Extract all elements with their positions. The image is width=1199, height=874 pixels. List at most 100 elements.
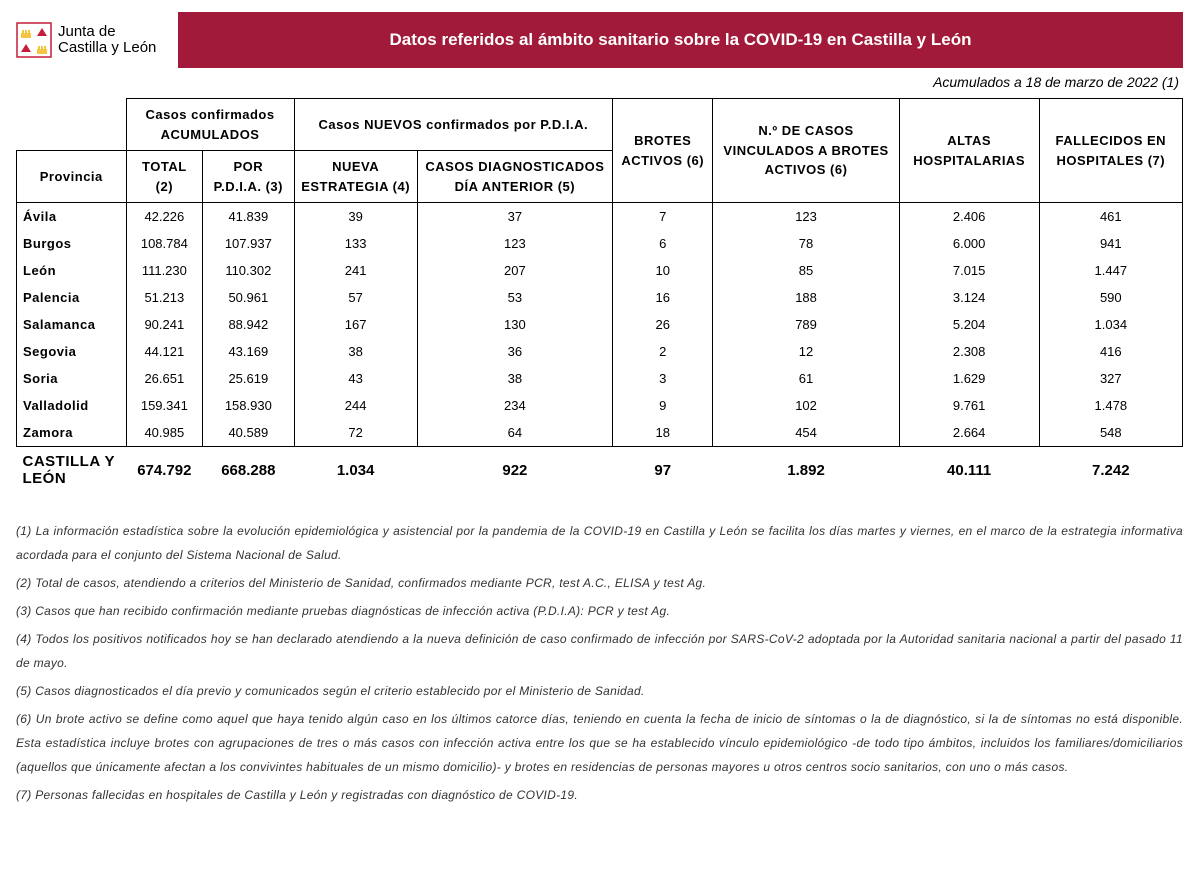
cell-provincia: Ávila [17, 203, 127, 231]
table-row: Valladolid159.341158.93024423491029.7611… [17, 392, 1183, 419]
cell-nueva: 241 [294, 257, 417, 284]
header-group-confirmados: Casos confirmados ACUMULADOS [126, 99, 294, 151]
cell-altas: 2.406 [899, 203, 1039, 231]
cell-nueva: 72 [294, 419, 417, 447]
cell-vinc: 454 [713, 419, 899, 447]
cell-total: 90.241 [126, 311, 203, 338]
cell-provincia: Salamanca [17, 311, 127, 338]
cell-vinc: 12 [713, 338, 899, 365]
header-pdia: POR P.D.I.A. (3) [203, 151, 294, 203]
cell-fall: 461 [1039, 203, 1182, 231]
cell-total-vinc: 1.892 [713, 447, 899, 494]
footnote-line: (1) La información estadística sobre la … [16, 519, 1183, 567]
cell-total: 42.226 [126, 203, 203, 231]
footnote-line: (3) Casos que han recibido confirmación … [16, 599, 1183, 623]
cell-total: 26.651 [126, 365, 203, 392]
total-row: CASTILLA Y LEÓN674.792668.2881.034922971… [17, 447, 1183, 494]
cell-fall: 1.478 [1039, 392, 1182, 419]
cell-pdia: 88.942 [203, 311, 294, 338]
cell-vinc: 102 [713, 392, 899, 419]
table-row: Salamanca90.24188.942167130267895.2041.0… [17, 311, 1183, 338]
table-row: Ávila42.22641.839393771232.406461 [17, 203, 1183, 231]
header-brotes: BROTES ACTIVOS (6) [613, 99, 713, 203]
cell-total-label: CASTILLA Y LEÓN [17, 447, 127, 494]
cell-altas: 6.000 [899, 230, 1039, 257]
logo-line1: Junta de [58, 23, 116, 40]
cell-fall: 416 [1039, 338, 1182, 365]
header-nueva: NUEVA ESTRATEGIA (4) [294, 151, 417, 203]
cell-nueva: 57 [294, 284, 417, 311]
cell-total: 51.213 [126, 284, 203, 311]
crest-icon [16, 22, 52, 58]
cell-diag: 64 [417, 419, 612, 447]
footnote-line: (5) Casos diagnosticados el día previo y… [16, 679, 1183, 703]
cell-total-brotes: 97 [613, 447, 713, 494]
table-row: Palencia51.21350.9615753161883.124590 [17, 284, 1183, 311]
cell-total-diag: 922 [417, 447, 612, 494]
table-row: Segovia44.12143.16938362122.308416 [17, 338, 1183, 365]
cell-provincia: Valladolid [17, 392, 127, 419]
cell-altas: 2.308 [899, 338, 1039, 365]
cell-provincia: Segovia [17, 338, 127, 365]
footnote-line: (4) Todos los positivos notificados hoy … [16, 627, 1183, 675]
cell-brotes: 2 [613, 338, 713, 365]
cell-total: 108.784 [126, 230, 203, 257]
cell-diag: 37 [417, 203, 612, 231]
header-diag: CASOS DIAGNOSTICADOS DÍA ANTERIOR (5) [417, 151, 612, 203]
logo-text: Junta de Castilla y León [58, 24, 156, 57]
footnote-line: (2) Total de casos, atendiendo a criteri… [16, 571, 1183, 595]
cell-brotes: 18 [613, 419, 713, 447]
footnotes: (1) La información estadística sobre la … [16, 519, 1183, 807]
cell-brotes: 16 [613, 284, 713, 311]
cell-total: 40.985 [126, 419, 203, 447]
header-group-nuevos: Casos NUEVOS confirmados por P.D.I.A. [294, 99, 613, 151]
cell-brotes: 9 [613, 392, 713, 419]
cell-brotes: 3 [613, 365, 713, 392]
cell-vinc: 78 [713, 230, 899, 257]
cell-vinc: 789 [713, 311, 899, 338]
title-banner: Datos referidos al ámbito sanitario sobr… [178, 12, 1183, 68]
cell-total: 111.230 [126, 257, 203, 284]
cell-total-total: 674.792 [126, 447, 203, 494]
cell-fall: 941 [1039, 230, 1182, 257]
table-row: Burgos108.784107.9371331236786.000941 [17, 230, 1183, 257]
cell-fall: 327 [1039, 365, 1182, 392]
cell-brotes: 6 [613, 230, 713, 257]
cell-diag: 38 [417, 365, 612, 392]
cell-pdia: 158.930 [203, 392, 294, 419]
cell-pdia: 50.961 [203, 284, 294, 311]
cell-pdia: 40.589 [203, 419, 294, 447]
footnote-line: (7) Personas fallecidas en hospitales de… [16, 783, 1183, 807]
logo-block: Junta de Castilla y León [16, 22, 166, 58]
cell-pdia: 41.839 [203, 203, 294, 231]
cell-nueva: 38 [294, 338, 417, 365]
cell-altas: 5.204 [899, 311, 1039, 338]
cell-fall: 548 [1039, 419, 1182, 447]
header-vinculados: N.º DE CASOS VINCULADOS A BROTES ACTIVOS… [713, 99, 899, 203]
cell-total-fall: 7.242 [1039, 447, 1182, 494]
cell-provincia: Zamora [17, 419, 127, 447]
cell-vinc: 85 [713, 257, 899, 284]
header-fallecidos: FALLECIDOS EN HOSPITALES (7) [1039, 99, 1182, 203]
cell-vinc: 188 [713, 284, 899, 311]
cell-pdia: 43.169 [203, 338, 294, 365]
cell-vinc: 61 [713, 365, 899, 392]
table-head: Casos confirmados ACUMULADOS Casos NUEVO… [17, 99, 1183, 203]
cell-diag: 207 [417, 257, 612, 284]
cell-provincia: Burgos [17, 230, 127, 257]
cell-nueva: 133 [294, 230, 417, 257]
header-altas: ALTAS HOSPITALARIAS [899, 99, 1039, 203]
cell-diag: 36 [417, 338, 612, 365]
table-body: Ávila42.22641.839393771232.406461Burgos1… [17, 203, 1183, 494]
cell-fall: 1.034 [1039, 311, 1182, 338]
cell-vinc: 123 [713, 203, 899, 231]
header-total: TOTAL (2) [126, 151, 203, 203]
cell-provincia: Palencia [17, 284, 127, 311]
cell-diag: 53 [417, 284, 612, 311]
cell-pdia: 107.937 [203, 230, 294, 257]
cell-total: 159.341 [126, 392, 203, 419]
cell-diag: 234 [417, 392, 612, 419]
cell-brotes: 26 [613, 311, 713, 338]
cell-altas: 3.124 [899, 284, 1039, 311]
cell-nueva: 43 [294, 365, 417, 392]
